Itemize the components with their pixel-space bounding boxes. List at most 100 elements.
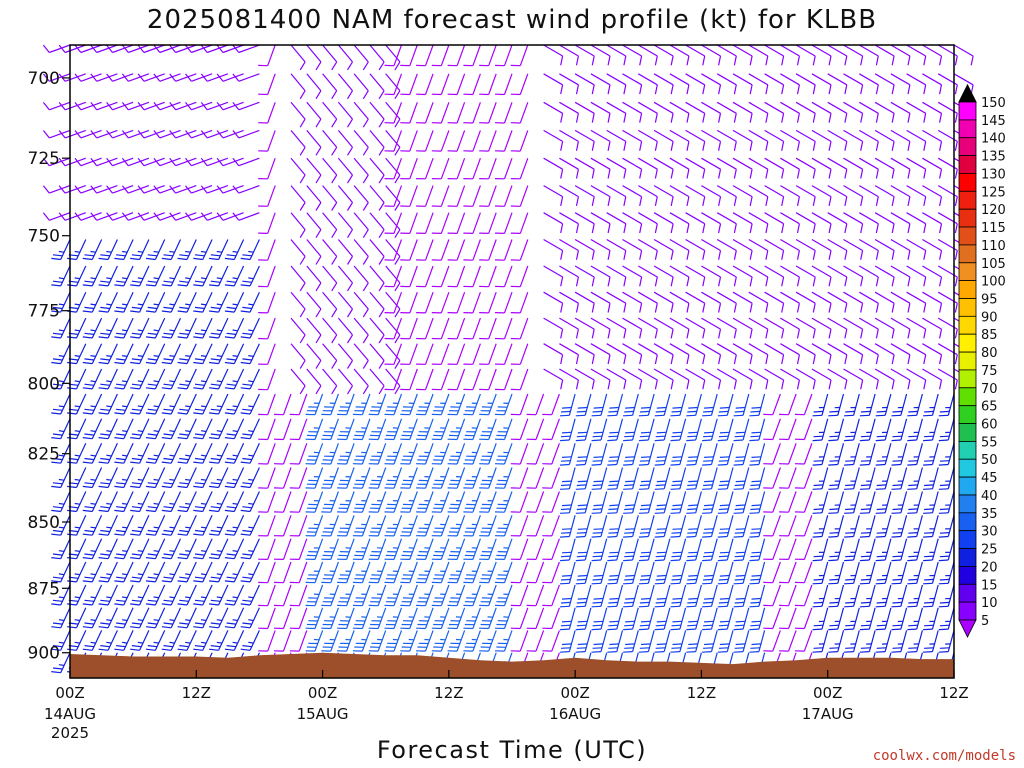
- wind-barb: [622, 317, 643, 339]
- wind-barb: [224, 515, 245, 536]
- wind-barb: [161, 265, 182, 287]
- wind-barb: [922, 185, 943, 207]
- wind-barb: [130, 630, 150, 651]
- x-tick-date: 17AUG: [802, 705, 854, 723]
- wind-barb: [843, 291, 864, 313]
- wind-barb: [209, 291, 229, 313]
- wind-barb: [114, 538, 134, 560]
- wind-barb: [938, 418, 955, 442]
- wind-barb: [400, 491, 418, 513]
- wind-barb: [258, 418, 276, 441]
- wind-barb: [607, 607, 624, 631]
- wind-barb: [575, 561, 592, 585]
- wind-barb: [591, 515, 608, 538]
- wind-barb: [305, 467, 324, 489]
- wind-barb: [209, 393, 229, 415]
- wind-barb: [431, 607, 450, 630]
- wind-barb: [606, 317, 627, 339]
- wind-barb: [779, 491, 797, 513]
- x-tick-label: 12Z: [939, 684, 968, 702]
- wind-barb: [479, 418, 497, 441]
- wind-barb: [953, 44, 974, 66]
- wind-barb: [90, 101, 118, 111]
- wind-barb: [779, 393, 797, 416]
- wind-barb: [369, 73, 385, 100]
- wind-barb: [844, 418, 860, 442]
- wind-barb: [906, 291, 927, 313]
- wind-barb: [400, 291, 418, 314]
- wind-barb: [906, 73, 927, 95]
- wind-barb: [98, 265, 118, 287]
- wind-barb: [670, 467, 687, 490]
- wind-barb: [812, 584, 829, 608]
- wind-barb: [575, 630, 592, 653]
- wind-barb: [290, 44, 306, 71]
- wind-barb: [526, 561, 545, 584]
- wind-barb: [431, 515, 450, 537]
- wind-barb: [510, 265, 529, 288]
- wind-barb: [526, 538, 545, 560]
- wind-barb: [431, 265, 450, 288]
- wind-barb: [732, 212, 753, 234]
- wind-barb: [74, 157, 102, 167]
- wind-barb: [717, 443, 734, 466]
- wind-barb: [51, 291, 71, 313]
- wind-barb: [240, 443, 260, 464]
- wind-barb: [843, 157, 864, 179]
- wind-barb: [479, 157, 497, 180]
- wind-barb: [748, 265, 769, 287]
- wind-barb: [732, 101, 753, 123]
- colorbar-swatch: [958, 548, 977, 567]
- wind-barb: [58, 185, 87, 194]
- y-tick-label: 825: [28, 445, 60, 465]
- wind-barb: [209, 418, 229, 440]
- wind-barb: [685, 317, 706, 339]
- wind-barb: [185, 185, 213, 194]
- wind-barb: [574, 238, 595, 260]
- wind-barb: [922, 101, 943, 123]
- wind-barb: [130, 239, 150, 261]
- wind-barb: [938, 443, 955, 466]
- colorbar-swatch: [958, 387, 977, 407]
- wind-barb: [352, 584, 371, 607]
- wind-barb: [653, 129, 674, 151]
- wind-barb: [82, 343, 103, 365]
- wind-barb: [447, 630, 466, 652]
- wind-barb: [82, 561, 103, 583]
- colorbar-label: 45: [981, 471, 998, 486]
- wind-barb: [51, 561, 71, 583]
- wind-barb: [98, 443, 118, 464]
- wind-barb: [494, 368, 513, 391]
- wind-barb: [669, 101, 690, 123]
- wind-barb: [494, 317, 513, 340]
- colorbar-label: 20: [981, 560, 998, 575]
- wind-barb: [794, 443, 813, 465]
- wind-barb: [337, 418, 355, 441]
- wind-barb: [82, 239, 103, 261]
- wind-barb: [337, 584, 355, 607]
- wind-barb: [130, 418, 150, 440]
- wind-barb: [384, 584, 403, 607]
- wind-barb: [811, 265, 832, 287]
- wind-barb: [337, 212, 354, 239]
- wind-barb: [811, 238, 832, 260]
- wind-barb: [574, 73, 595, 95]
- wind-barb: [669, 212, 690, 234]
- wind-barb: [670, 630, 687, 653]
- wind-barb: [177, 561, 197, 583]
- wind-barb: [764, 73, 785, 95]
- wind-barb: [385, 212, 401, 239]
- wind-barb: [384, 515, 403, 537]
- wind-barb: [812, 418, 829, 442]
- wind-barb: [240, 343, 260, 365]
- wind-barb: [368, 584, 387, 607]
- x-tick-label: 12Z: [687, 684, 716, 702]
- wind-barb: [352, 515, 371, 537]
- wind-barb: [794, 538, 813, 560]
- colorbar-label: 115: [981, 221, 1006, 236]
- wind-barb: [232, 185, 260, 194]
- wind-barb: [352, 607, 371, 630]
- wind-barb: [749, 630, 766, 653]
- wind-barb: [510, 343, 529, 365]
- wind-barb: [780, 212, 800, 234]
